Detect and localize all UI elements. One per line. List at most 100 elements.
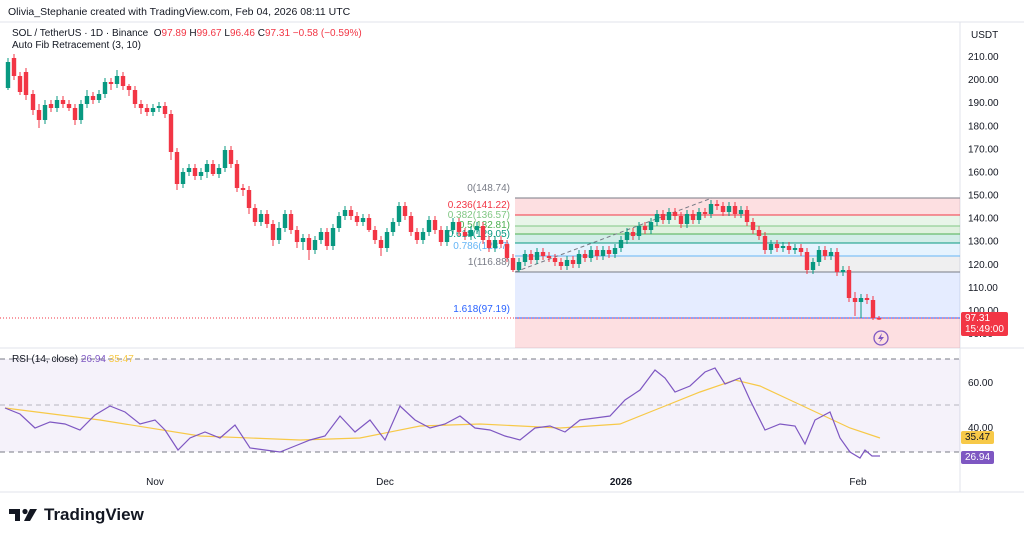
flash-icon[interactable] (873, 330, 889, 346)
tradingview-logo[interactable]: TradingView (8, 505, 144, 525)
rsi-tick-60: 60.00 (968, 378, 993, 389)
candle-body (756, 230, 762, 236)
candle-body (378, 240, 384, 248)
price-tick: 130.00 (968, 237, 999, 248)
candle-body (258, 214, 264, 222)
candle-body (480, 226, 486, 240)
candle-body (678, 216, 684, 224)
symbol-legend[interactable]: SOL / TetherUS · 1D · Binance O97.89 H99… (12, 28, 362, 39)
candle-body (90, 96, 96, 100)
candle-body (498, 240, 504, 244)
fib-retracement-zones[interactable] (514, 197, 960, 348)
candle-body (516, 262, 522, 270)
candle-body (66, 104, 72, 108)
candle-body (420, 232, 426, 240)
candle-body (342, 210, 348, 216)
candle-body (246, 190, 252, 208)
fib-indicator-title[interactable]: Auto Fib Retracement (3, 10) (12, 40, 141, 51)
candle-body (630, 232, 636, 236)
candle-body (174, 152, 180, 184)
price-tick: 150.00 (968, 191, 999, 202)
candle-body (666, 212, 672, 220)
candle-body (330, 228, 336, 246)
creator-line: Olivia_Stephanie created with TradingVie… (8, 6, 351, 18)
price-tick: 120.00 (968, 260, 999, 271)
candle-body (78, 104, 84, 120)
candle-body (210, 164, 216, 174)
candle-body (612, 248, 618, 254)
candle-body (600, 250, 606, 256)
candle-body (336, 216, 342, 228)
candle-body (186, 168, 192, 172)
candle-body (522, 254, 528, 262)
candle-body (468, 230, 474, 236)
candle-body (540, 252, 546, 256)
candle-body (36, 110, 42, 120)
candle-body (354, 216, 360, 222)
candle-body (798, 248, 804, 252)
candle-body (96, 94, 102, 100)
candle-body (504, 244, 510, 258)
candle-body (432, 220, 438, 230)
rsi-value-tag: 26.94 (961, 451, 995, 464)
candle-body (312, 240, 318, 250)
candle-body (696, 212, 702, 220)
brand-name: TradingView (44, 505, 144, 524)
candle-body (48, 104, 54, 108)
candle-body (228, 150, 234, 164)
candle-body (162, 106, 168, 114)
time-label-nov: Nov (146, 477, 164, 488)
candle-body (816, 250, 822, 262)
change-value: −0.58 (−0.59%) (292, 28, 362, 39)
candle-body (648, 222, 654, 230)
high-value: 99.67 (196, 28, 222, 39)
candle-body (492, 240, 498, 248)
rsi-ma-value: 35.47 (108, 354, 134, 365)
candle-body (744, 210, 750, 222)
candle-body (426, 220, 432, 232)
last-price-tag: 97.31 15:49:00 (961, 312, 1008, 336)
rsi-legend[interactable]: RSI (14, close) 26.94 35.47 (12, 354, 134, 365)
candle-body (264, 214, 270, 224)
time-label-feb: Feb (849, 477, 867, 488)
candle-body (708, 204, 714, 214)
candle-body (60, 100, 66, 104)
high-label: H (189, 28, 197, 39)
rsi-value: 26.94 (80, 354, 106, 365)
time-label-dec: Dec (376, 477, 394, 488)
rsi-ma-line (4, 379, 881, 441)
price-tick: 170.00 (968, 144, 999, 155)
candle-body (576, 254, 582, 264)
candle-body (294, 230, 300, 242)
candle-body (306, 238, 312, 250)
candle-body (216, 168, 222, 174)
candle-body (786, 246, 792, 250)
candle-body (732, 206, 738, 214)
candle-body (810, 262, 816, 270)
currency-label[interactable]: USDT (971, 30, 999, 41)
candle-body (222, 150, 228, 168)
candlestick-series[interactable] (5, 54, 882, 320)
candle-body (546, 256, 552, 258)
candle-body (150, 108, 156, 112)
candle-body (834, 252, 840, 272)
candle-body (156, 106, 162, 108)
candle-body (372, 230, 378, 240)
open-label: O (153, 28, 162, 39)
candle-body (804, 252, 810, 270)
fib-label-0786: 0.786(123.7) (453, 241, 510, 252)
price-axis[interactable]: 210.00 200.00 190.00 180.00 170.00 160.00 150.… (968, 52, 999, 340)
candle-body (738, 210, 744, 214)
candle-body (54, 100, 60, 108)
candle-body (17, 76, 23, 92)
candle-body (30, 94, 36, 110)
candle-body (198, 172, 204, 176)
price-tick: 190.00 (968, 98, 999, 109)
candle-body (234, 164, 240, 188)
candle-body (396, 206, 402, 222)
fib-label-1618: 1.618(97.19) (453, 304, 510, 315)
fib-label-0382: 0.382(136.57) (448, 210, 510, 221)
candle-body (11, 58, 17, 76)
rsi-ma-tag: 35.47 (961, 431, 995, 444)
